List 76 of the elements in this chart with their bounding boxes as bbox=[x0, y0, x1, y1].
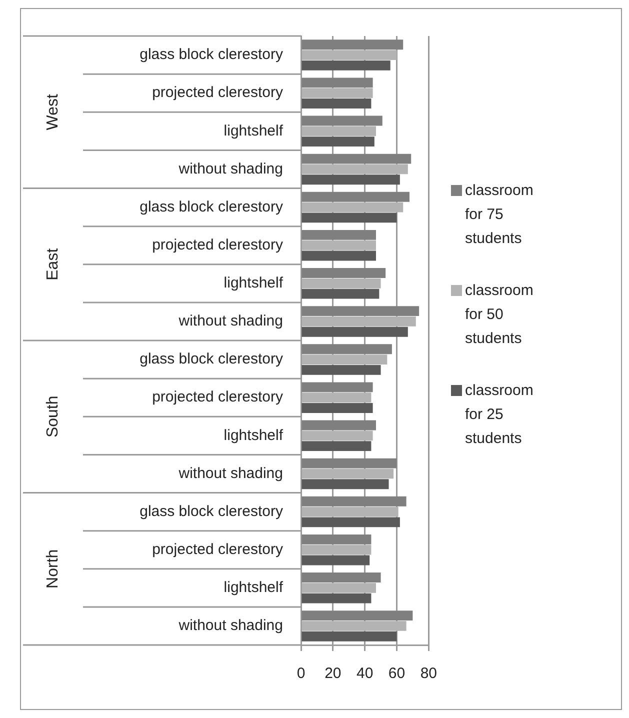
x-tick-label: 60 bbox=[388, 665, 406, 682]
bar bbox=[302, 506, 398, 517]
bar bbox=[302, 164, 408, 174]
bar bbox=[302, 288, 380, 299]
text: West bbox=[44, 93, 62, 130]
bar bbox=[302, 88, 373, 98]
y-tick-label: glass block clerestory bbox=[140, 350, 284, 368]
y-tick-label: glass block clerestory bbox=[140, 502, 284, 520]
bar bbox=[302, 631, 397, 642]
y-tick-label: lightshelf bbox=[224, 579, 284, 596]
y-tick-label: without shading bbox=[178, 617, 283, 634]
y-tick-label: projected clerestory bbox=[152, 84, 284, 102]
bar bbox=[302, 268, 386, 278]
bar bbox=[302, 98, 372, 108]
bar bbox=[302, 364, 381, 375]
y-tick-label: glass block clerestory bbox=[140, 46, 284, 64]
bar bbox=[302, 136, 374, 146]
bar bbox=[302, 192, 410, 202]
legend-label: classroom for 75 students bbox=[465, 181, 534, 249]
bar bbox=[302, 610, 413, 621]
y-tick-label: without shading bbox=[178, 464, 283, 482]
y-tick-label: lightshelf bbox=[224, 274, 284, 292]
bar bbox=[302, 572, 381, 582]
bar bbox=[302, 50, 397, 60]
bar bbox=[302, 441, 372, 451]
y-tick-label: lightshelf bbox=[224, 122, 284, 140]
bar bbox=[302, 250, 376, 261]
x-tick-label: 20 bbox=[324, 665, 342, 682]
bar bbox=[302, 354, 388, 364]
y-tick-label: without shading bbox=[178, 312, 283, 330]
bar bbox=[302, 593, 372, 604]
bar bbox=[302, 60, 390, 70]
y-tick-label: projected clerestory bbox=[152, 388, 284, 406]
y-tick-label: projected clerestory bbox=[152, 236, 284, 254]
bar bbox=[302, 392, 372, 403]
bar bbox=[302, 316, 416, 326]
bar bbox=[302, 544, 372, 555]
text: East bbox=[44, 248, 62, 280]
bar bbox=[302, 382, 373, 392]
y-tick-label: projected clerestory bbox=[152, 540, 284, 558]
bar bbox=[302, 174, 400, 185]
bar bbox=[302, 582, 376, 593]
bar bbox=[302, 403, 373, 413]
bar bbox=[302, 621, 406, 631]
legend-label: classroom for 50 students bbox=[465, 281, 534, 349]
x-tick-label: 40 bbox=[356, 665, 374, 682]
legend-label: classroom for 25 students bbox=[465, 381, 534, 449]
bar bbox=[302, 458, 397, 468]
bar bbox=[302, 202, 404, 212]
bar bbox=[302, 496, 406, 506]
y-tick-label: lightshelf bbox=[224, 426, 284, 444]
bar bbox=[302, 517, 400, 528]
bar bbox=[302, 430, 373, 441]
bar bbox=[302, 420, 376, 430]
bar bbox=[302, 468, 394, 479]
bar bbox=[302, 154, 412, 164]
bar bbox=[302, 230, 376, 240]
bar bbox=[302, 326, 408, 337]
x-tick-label: 80 bbox=[420, 665, 437, 682]
y-tick-label: glass block clerestory bbox=[140, 198, 284, 216]
bar bbox=[302, 555, 370, 566]
bar bbox=[302, 278, 381, 288]
bar bbox=[302, 116, 382, 126]
bar bbox=[302, 78, 373, 88]
bar bbox=[302, 534, 372, 544]
bar bbox=[302, 212, 397, 223]
bar bbox=[302, 479, 389, 490]
bar bbox=[302, 344, 392, 354]
bar bbox=[302, 40, 404, 50]
bar bbox=[302, 240, 376, 250]
y-tick-label: without shading bbox=[178, 160, 283, 178]
text: North bbox=[44, 549, 62, 588]
text: South bbox=[44, 396, 62, 438]
x-tick-label: 0 bbox=[296, 665, 306, 682]
bar bbox=[302, 126, 376, 136]
bar bbox=[302, 306, 420, 316]
